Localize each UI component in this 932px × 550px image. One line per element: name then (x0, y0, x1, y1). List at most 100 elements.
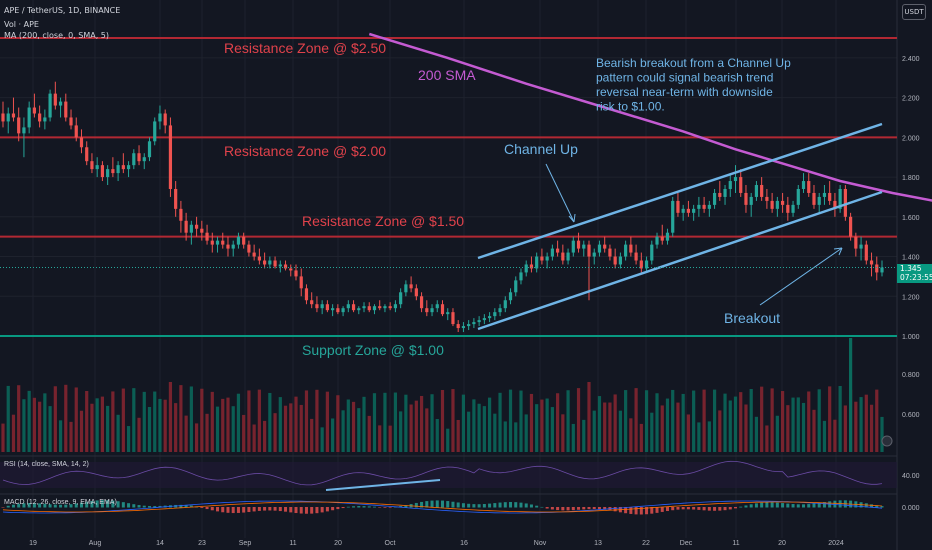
rsi-tick-label: 40.00 (902, 473, 920, 480)
volume-bar (482, 406, 486, 452)
level-label-150: Resistance Zone @ $1.50 (302, 213, 464, 229)
candle-body (712, 192, 717, 205)
macd-histogram-bar (1, 507, 5, 508)
volume-bar (681, 393, 685, 452)
macd-histogram-bar (6, 505, 10, 508)
macd-histogram-bar (713, 507, 717, 511)
volume-bar (503, 421, 507, 452)
macd-histogram-bar (247, 507, 251, 513)
volume-bar (278, 397, 282, 452)
candle-body (702, 204, 706, 209)
y-tick-label: 1.000 (902, 334, 920, 341)
candle-body (869, 260, 874, 265)
candle-body (53, 93, 57, 106)
candle-body (69, 117, 73, 126)
macd-histogram-bar (775, 502, 779, 508)
macd-histogram-bar (205, 507, 209, 510)
macd-signal-line (2, 501, 883, 513)
candle-body (864, 244, 868, 261)
volume-bar-spike (849, 338, 853, 452)
volume-bar (372, 393, 377, 452)
macd-tick-label: 0.000 (902, 505, 920, 512)
macd-histogram-bar (493, 503, 497, 508)
candle-body (341, 308, 345, 313)
volume-bar (53, 386, 57, 452)
candle-body (383, 306, 387, 309)
y-tick-label: 1.600 (902, 215, 920, 222)
macd-histogram-bar (346, 506, 350, 508)
volume-bar (728, 400, 732, 452)
x-tick-label: 14 (156, 540, 164, 547)
volume-bar (833, 419, 837, 452)
macd-histogram-bar (770, 502, 774, 508)
volume-bar (362, 396, 366, 452)
x-tick-label: 19 (29, 540, 37, 547)
breakout-arrowhead (833, 247, 843, 256)
volume-bar (770, 388, 774, 452)
macd-histogram-bar (467, 503, 471, 508)
candle-body (634, 252, 638, 261)
volume-bar (22, 399, 26, 452)
macd-histogram-bar (22, 503, 26, 508)
macd-histogram-bar (488, 503, 492, 508)
macd-histogram-bar (257, 507, 261, 511)
candle-body (132, 153, 136, 166)
volume-bar (283, 405, 288, 452)
x-tick-label: 23 (198, 540, 206, 547)
macd-histogram-bar (791, 504, 795, 508)
macd-histogram-bar (95, 500, 99, 508)
candle-body (849, 216, 853, 237)
volume-bar (624, 390, 628, 452)
candle-body (425, 308, 429, 313)
volume-bar (268, 392, 272, 452)
candle-body (43, 117, 47, 122)
volume-bar (69, 421, 73, 452)
macd-histogram-bar (252, 507, 256, 512)
volume-bar (634, 388, 638, 452)
macd-histogram-bar (210, 507, 214, 511)
volume-bar (697, 422, 701, 452)
volume-bar (775, 415, 779, 452)
currency-badge[interactable]: USDT (902, 4, 926, 20)
macd-histogram-bar (676, 507, 680, 510)
macd-histogram-bar (284, 507, 288, 512)
candle-body (189, 224, 193, 233)
macd-histogram-bar (686, 507, 690, 510)
candle-body (268, 260, 272, 265)
candle-body (749, 196, 753, 205)
candle-body (6, 113, 10, 122)
candle-body (320, 304, 324, 309)
macd-histogram-bar (357, 506, 361, 508)
volume-bar (456, 419, 460, 452)
candle-body (304, 288, 309, 301)
x-tick-label: 11 (732, 540, 739, 547)
candle-body (880, 267, 884, 273)
volume-bar (184, 415, 188, 452)
candle-body (608, 248, 612, 257)
volume-bar (508, 389, 513, 452)
volume-bar (571, 423, 575, 452)
candle-body (456, 324, 460, 329)
macd-histogram-bar (660, 507, 664, 512)
macd-histogram-bar (812, 503, 816, 508)
macd-histogram-bar (734, 507, 737, 509)
candle-body (739, 177, 743, 193)
macd-histogram-bar (378, 507, 382, 508)
macd-histogram-bar (681, 507, 685, 510)
macd-histogram-bar (817, 502, 821, 508)
rsi-band (0, 462, 897, 488)
x-tick-label: 13 (594, 540, 602, 547)
volume-bar (111, 391, 115, 452)
macd-histogram-bar (64, 504, 68, 508)
volume-bar (194, 423, 199, 452)
candle-body (529, 264, 534, 269)
volume-bar (393, 392, 398, 452)
candle-body (524, 264, 528, 273)
macd-histogram-bar (294, 507, 298, 514)
macd-histogram-bar (765, 502, 769, 508)
candle-body (618, 256, 622, 265)
candle-body (111, 169, 115, 174)
volume-bar (425, 408, 429, 452)
volume-bar (215, 406, 220, 452)
